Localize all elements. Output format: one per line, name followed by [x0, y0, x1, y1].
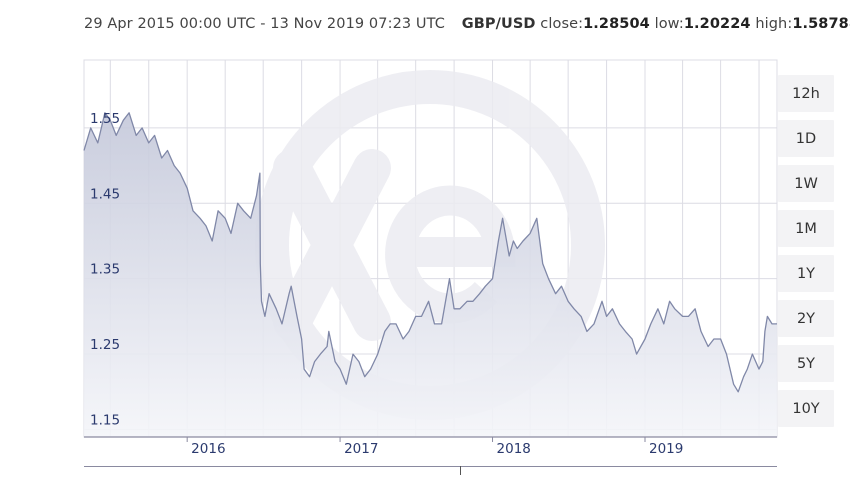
y-tick-label: 1.45 — [90, 186, 120, 202]
rate-line — [83, 112, 777, 393]
y-tick-label: 1.25 — [90, 337, 120, 353]
y-tick-label: 1.35 — [90, 262, 120, 278]
x-tick-label: 2017 — [344, 441, 378, 457]
low-label: low: — [654, 16, 684, 32]
range-button-2y[interactable]: 2Y — [778, 300, 834, 337]
range-button-1d[interactable]: 1D — [778, 120, 834, 157]
low-value: 1.20224 — [683, 16, 751, 32]
rate-summary-header: 29 Apr 2015 00:00 UTC - 13 Nov 2019 07:2… — [84, 16, 850, 32]
range-button-1m[interactable]: 1M — [778, 210, 834, 247]
currency-pair: GBP/USD — [461, 16, 536, 32]
x-tick-label: 2016 — [191, 441, 225, 457]
date-range: 29 Apr 2015 00:00 UTC - 13 Nov 2019 07:2… — [84, 16, 445, 32]
high-value: 1.58788 — [792, 16, 850, 32]
high-label: high: — [755, 16, 793, 32]
navigator-handle[interactable] — [460, 466, 461, 475]
x-tick-label: 2019 — [649, 441, 683, 457]
x-tick-label: 2018 — [497, 441, 531, 457]
range-button-10y[interactable]: 10Y — [778, 390, 834, 427]
range-button-1w[interactable]: 1W — [778, 165, 834, 202]
y-tick-label: 1.15 — [90, 412, 120, 428]
navigator-strip[interactable] — [84, 466, 777, 475]
y-tick-label: 1.55 — [90, 111, 120, 127]
range-button-12h[interactable]: 12h — [778, 75, 834, 112]
close-label: close: — [540, 16, 584, 32]
range-button-5y[interactable]: 5Y — [778, 345, 834, 382]
close-value: 1.28504 — [583, 16, 650, 32]
range-button-1y[interactable]: 1Y — [778, 255, 834, 292]
time-range-panel: 12h 1D 1W 1M 1Y 2Y 5Y 10Y — [778, 75, 834, 435]
